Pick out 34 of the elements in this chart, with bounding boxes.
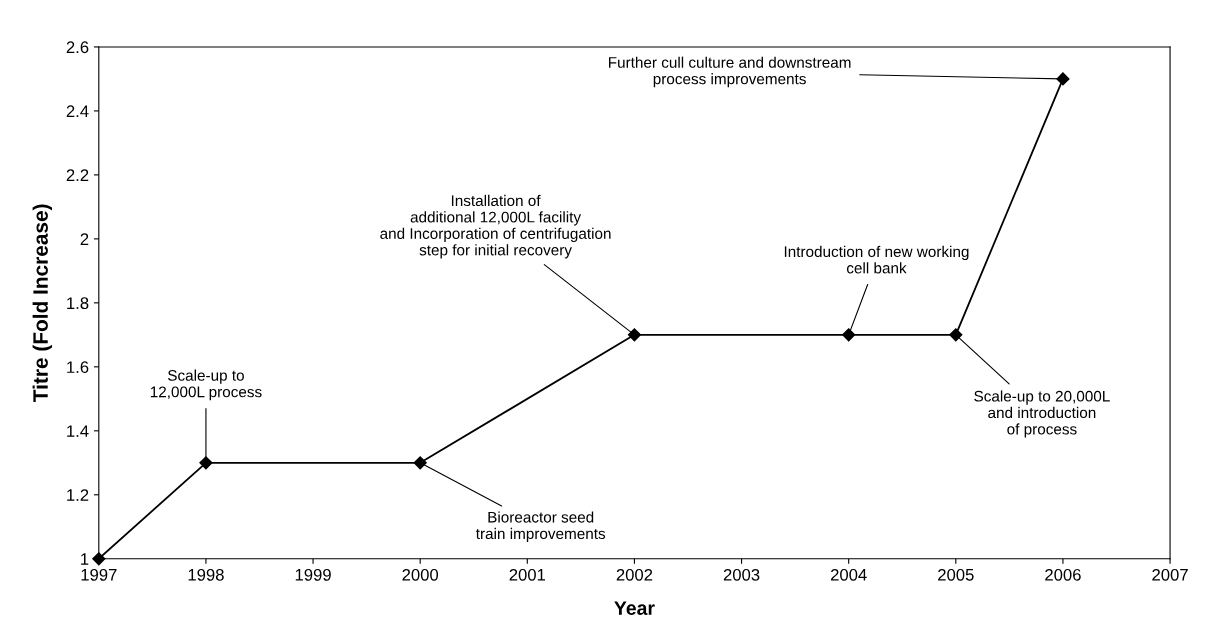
point — [413, 456, 427, 470]
x-tick-label: 2003 — [723, 568, 760, 581]
y-tick-label: 1.8 — [67, 297, 89, 310]
x-tick-label: 2005 — [938, 568, 974, 581]
y-tick-label: 2.4 — [66, 105, 89, 117]
annotation: Bioreactor seed train improvements — [475, 511, 606, 543]
y-tick-label: 1.4 — [67, 425, 89, 437]
point — [199, 456, 213, 470]
x-axis-title: Year — [614, 601, 655, 615]
y-tick-label: 2 — [80, 233, 89, 245]
x-tick-label: 2004 — [830, 568, 867, 581]
point — [842, 328, 856, 342]
point — [92, 552, 106, 566]
y-tick-label: 2.6 — [66, 41, 89, 54]
point — [949, 328, 963, 342]
x-tick-label: 1999 — [295, 568, 331, 581]
x-tick-label: 2000 — [402, 568, 439, 581]
annotation: Further cull culture and downstream process improvements — [609, 56, 851, 88]
annotation: Introduction of new working cell bank — [784, 245, 969, 274]
x-tick-label: 2002 — [616, 568, 653, 581]
y-axis-title: Titre (Fold Increase) — [32, 204, 53, 402]
x-tick-label: 2006 — [1045, 568, 1081, 581]
point — [627, 328, 642, 342]
x-tick-label: 1998 — [188, 568, 224, 581]
annotation: Installation of additional 12,000L facility and Incorporation of centrifugation step for initial recovery — [380, 194, 611, 259]
annotation: Scale-up to 20,000L and introduction of process — [974, 390, 1110, 438]
y-tick-label: 2.2 — [66, 169, 89, 181]
x-tick-label: 2001 — [509, 568, 546, 581]
y-tick-label: 1.6 — [67, 361, 89, 374]
x-tick-label: 1997 — [81, 568, 117, 581]
annotation: Scale-up to 12,000L process — [150, 369, 262, 401]
x-tick-label: 2007 — [1152, 568, 1188, 581]
y-tick-label: 1 — [81, 553, 89, 565]
y-tick-label: 1.2 — [67, 489, 89, 501]
